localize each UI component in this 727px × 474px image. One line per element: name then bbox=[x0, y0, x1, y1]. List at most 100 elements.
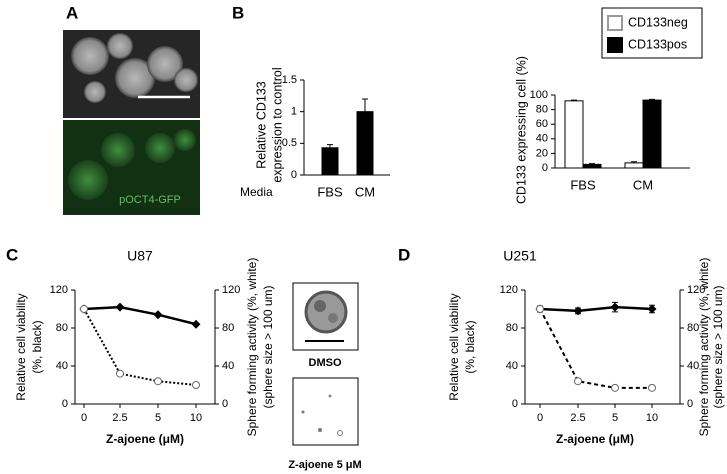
y-tick-label: 120 bbox=[50, 284, 68, 296]
y2-tick-label: 120 bbox=[222, 284, 240, 296]
x-axis-label: Z-ajoene (μM) bbox=[106, 432, 184, 446]
panel-label: B bbox=[232, 3, 244, 22]
x-tick-label: FBS bbox=[317, 184, 343, 199]
marker bbox=[116, 369, 124, 378]
x-tick-label: 10 bbox=[646, 412, 658, 424]
x-tick-label: 10 bbox=[190, 412, 202, 424]
chart-title: U251 bbox=[503, 248, 537, 264]
error-bar bbox=[571, 99, 577, 101]
bar bbox=[582, 163, 602, 169]
x-tick-label: CM bbox=[355, 184, 375, 199]
x-tick-label: 5 bbox=[155, 412, 161, 424]
marker bbox=[536, 305, 544, 313]
y2-tick-label: 40 bbox=[687, 360, 699, 372]
y-tick-label: 60 bbox=[536, 118, 548, 130]
y-tick-label: 0 bbox=[542, 162, 548, 174]
y2-tick-label: 80 bbox=[687, 322, 699, 334]
y-tick-label: 40 bbox=[56, 360, 68, 372]
axis-label: Relative cell viability bbox=[14, 293, 28, 400]
y2-tick-label: 0 bbox=[687, 398, 693, 410]
y-tick-label: 0 bbox=[291, 169, 297, 181]
y-tick-label: 0 bbox=[512, 398, 518, 410]
axis-label: Relative cell viability bbox=[447, 293, 461, 400]
marker bbox=[573, 306, 583, 316]
y-tick-label: 0 bbox=[62, 398, 68, 410]
marker bbox=[115, 302, 125, 312]
legend-box bbox=[601, 7, 703, 59]
bar bbox=[321, 147, 339, 176]
axis-label: Relative CD133 bbox=[254, 81, 268, 169]
marker bbox=[154, 377, 162, 386]
series-line bbox=[539, 305, 653, 313]
marker bbox=[153, 310, 163, 320]
y-tick-label: 1.5 bbox=[282, 74, 297, 86]
axis-label: (%, black) bbox=[30, 320, 44, 373]
y-tick-label: 80 bbox=[56, 322, 68, 334]
marker bbox=[80, 305, 88, 313]
y-tick-label: 100 bbox=[530, 89, 548, 101]
y-tick-label: 0.5 bbox=[282, 137, 297, 149]
axis-label: expression to control bbox=[270, 67, 284, 182]
marker bbox=[611, 383, 619, 392]
legend-swatch bbox=[607, 37, 623, 53]
panel-label: C bbox=[6, 245, 18, 264]
marker bbox=[192, 381, 200, 389]
y-tick-label: 120 bbox=[500, 284, 518, 296]
axis-label: CD133 expressing cell (%) bbox=[514, 56, 528, 204]
y2-tick-label: 0 bbox=[222, 398, 228, 410]
x-tick-label: 5 bbox=[612, 412, 618, 424]
axis-label: Sphere forming activity (%, white) bbox=[697, 258, 711, 437]
y-tick-label: 40 bbox=[506, 360, 518, 372]
bar bbox=[624, 162, 644, 169]
axis-label: Sphere forming activity (%, white) bbox=[245, 258, 259, 437]
error-bar bbox=[649, 98, 655, 101]
x-axis-label: Z-ajoene (μM) bbox=[556, 432, 634, 446]
panel-label: D bbox=[398, 245, 410, 264]
y2-tick-label: 120 bbox=[687, 284, 705, 296]
marker bbox=[610, 302, 620, 312]
panel-label: A bbox=[66, 3, 78, 22]
axis-label: (sphere size > 100 um) bbox=[711, 285, 725, 408]
sphere-image bbox=[292, 282, 359, 351]
series-line bbox=[539, 308, 652, 389]
y-tick-label: 80 bbox=[536, 104, 548, 116]
error-bar bbox=[362, 98, 368, 112]
error-bar bbox=[631, 161, 637, 163]
y-tick-label: 80 bbox=[506, 322, 518, 334]
marker bbox=[191, 319, 201, 329]
bar bbox=[356, 111, 374, 176]
micrograph-gfp: pOCT4-GFP bbox=[63, 120, 200, 215]
image-label: DMSO bbox=[309, 357, 342, 369]
x-tick-label: 0 bbox=[81, 412, 87, 424]
image-label: pOCT4-GFP bbox=[119, 194, 181, 206]
legend-label: CD133neg bbox=[628, 15, 688, 29]
y-tick-label: 1 bbox=[291, 106, 297, 118]
series-line bbox=[83, 305, 197, 326]
legend-swatch bbox=[607, 15, 623, 31]
bar bbox=[564, 100, 584, 169]
micrograph-bright bbox=[63, 30, 200, 118]
error-bar bbox=[327, 144, 333, 148]
marker bbox=[648, 383, 656, 392]
legend-label: CD133pos bbox=[628, 37, 687, 51]
error-bar bbox=[589, 163, 595, 165]
x-tick-label: FBS bbox=[570, 177, 596, 192]
x-tick-label: 0 bbox=[537, 412, 543, 424]
axis-label: (sphere size > 100 um) bbox=[261, 285, 275, 408]
marker bbox=[647, 304, 657, 314]
series-line bbox=[83, 308, 197, 386]
y2-tick-label: 40 bbox=[222, 360, 234, 372]
x-tick-label: 2.5 bbox=[112, 412, 127, 424]
y2-tick-label: 80 bbox=[222, 322, 234, 334]
bar bbox=[642, 99, 662, 169]
x-axis-label: Media bbox=[240, 185, 273, 199]
image-label: Z-ajoene 5 μM bbox=[288, 459, 361, 471]
chart-title: U87 bbox=[127, 248, 153, 264]
x-tick-label: CM bbox=[633, 177, 653, 192]
y-tick-label: 40 bbox=[536, 133, 548, 145]
y-tick-label: 20 bbox=[536, 147, 548, 159]
marker bbox=[574, 377, 582, 386]
x-tick-label: 2.5 bbox=[570, 412, 585, 424]
axis-label: (%, black) bbox=[463, 320, 477, 373]
